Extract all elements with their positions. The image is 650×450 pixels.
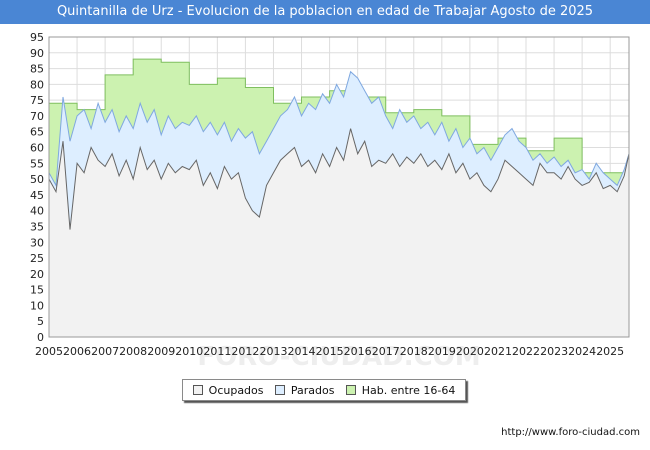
line-ocupados <box>48 128 630 230</box>
y-tick-label: 15 <box>30 284 44 297</box>
x-tick-label: 2006 <box>63 345 91 358</box>
x-tick-label: 2012 <box>231 345 259 358</box>
x-tick-label: 2007 <box>91 345 119 358</box>
y-tick-label: 10 <box>30 299 44 312</box>
x-tick-label: 2010 <box>175 345 203 358</box>
x-tick-label: 2020 <box>456 345 484 358</box>
x-tick-label: 2018 <box>400 345 428 358</box>
legend-label-ocupados: Ocupados <box>208 383 264 397</box>
x-tick-label: 2021 <box>484 345 512 358</box>
y-tick-label: 25 <box>30 252 44 265</box>
y-tick-label: 0 <box>37 331 44 344</box>
legend-item-ocupados: Ocupados <box>192 383 264 397</box>
y-tick-label: 30 <box>30 236 44 249</box>
x-tick-label: 2013 <box>259 345 287 358</box>
x-tick-label: 2023 <box>540 345 568 358</box>
source-url: http://www.foro-ciudad.com <box>501 427 640 438</box>
legend-item-parados: Parados <box>274 383 335 397</box>
legend-item-hab: Hab. entre 16-64 <box>345 383 456 397</box>
x-tick-label: 2022 <box>512 345 540 358</box>
x-tick-label: 2005 <box>35 345 63 358</box>
y-tick-label: 20 <box>30 268 44 281</box>
y-tick-label: 60 <box>30 142 44 155</box>
line-parados <box>48 70 630 188</box>
x-tick-label: 2011 <box>203 345 231 358</box>
x-tick-label: 2014 <box>288 345 316 358</box>
y-tick-label: 70 <box>30 110 44 123</box>
area-ocupados <box>49 128 629 337</box>
plot-border <box>48 36 630 338</box>
chart-title: Quintanilla de Urz - Evolucion de la pob… <box>0 0 650 24</box>
watermark-text: FORO-CIUDAD.COM <box>197 342 480 372</box>
legend-swatch-hab <box>345 385 356 395</box>
y-tick-label: 95 <box>30 31 44 44</box>
y-tick-label: 45 <box>30 189 44 202</box>
y-tick-label: 40 <box>30 205 44 218</box>
legend-swatch-parados <box>274 385 285 395</box>
y-tick-label: 80 <box>30 78 44 91</box>
x-tick-label: 2009 <box>147 345 175 358</box>
y-tick-label: 55 <box>30 157 44 170</box>
x-tick-label: 2017 <box>372 345 400 358</box>
y-tick-label: 85 <box>30 63 44 76</box>
chart-legend: Ocupados Parados Hab. entre 16-64 <box>182 379 466 401</box>
x-tick-label: 2025 <box>596 345 624 358</box>
y-tick-label: 75 <box>30 94 44 107</box>
y-tick-label: 35 <box>30 220 44 233</box>
x-tick-label: 2019 <box>428 345 456 358</box>
legend-label-parados: Parados <box>290 383 335 397</box>
legend-swatch-ocupados <box>192 385 203 395</box>
y-tick-label: 5 <box>37 315 44 328</box>
y-tick-label: 65 <box>30 126 44 139</box>
legend-label-hab: Hab. entre 16-64 <box>361 383 456 397</box>
y-tick-label: 50 <box>30 173 44 186</box>
x-tick-label: 2016 <box>344 345 372 358</box>
x-tick-label: 2008 <box>119 345 147 358</box>
x-tick-label: 2015 <box>316 345 344 358</box>
x-tick-label: 2024 <box>568 345 596 358</box>
y-tick-label: 90 <box>30 47 44 60</box>
